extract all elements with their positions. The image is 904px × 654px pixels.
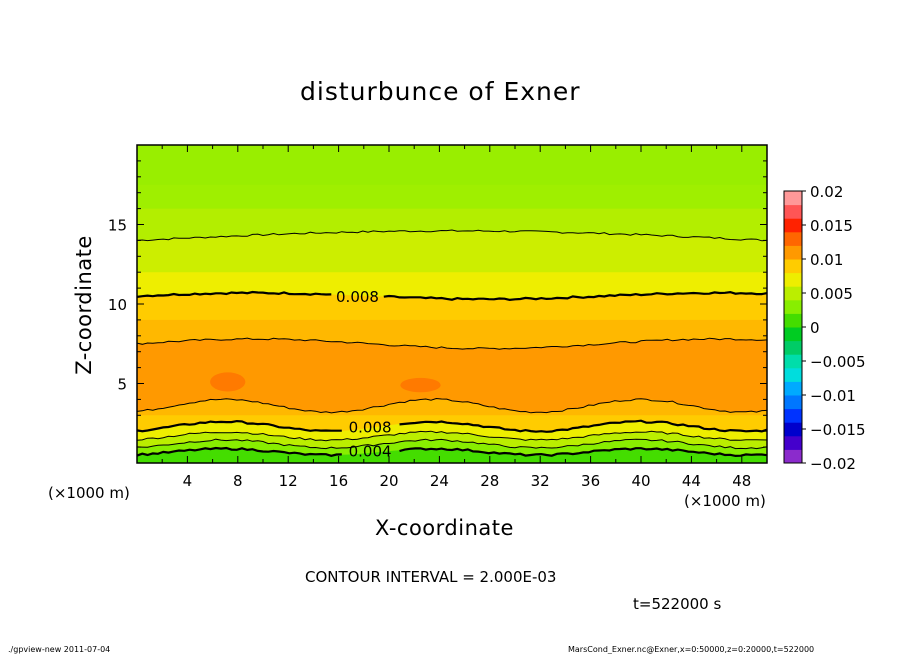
contour-line — [137, 337, 767, 350]
colorbar-swatch — [784, 245, 802, 260]
contour-blob — [400, 377, 441, 393]
x-tick-label: 36 — [581, 472, 600, 490]
colorbar-swatch — [784, 204, 802, 219]
time-text: t=522000 s — [633, 595, 722, 613]
contour-line — [137, 419, 342, 433]
colorbar-tick-label: −0.005 — [810, 353, 866, 371]
colorbar-swatch — [784, 231, 802, 246]
contour-interval-text: CONTOUR INTERVAL = 2.000E-03 — [305, 568, 557, 586]
colorbar-swatch — [784, 340, 802, 355]
chart-title: disturbunce of Exner — [300, 77, 581, 106]
colorbar-swatch — [784, 381, 802, 396]
contour-label: 0.008 — [336, 288, 379, 306]
colorbar-swatch — [784, 395, 802, 410]
x-tick-label: 12 — [279, 472, 298, 490]
colorbar-swatch — [784, 408, 802, 423]
x-tick-label: 48 — [732, 472, 751, 490]
x-tick-label: 4 — [183, 472, 193, 490]
colorbar-swatch — [784, 327, 802, 342]
colorbar-tick-label: 0.015 — [810, 217, 853, 235]
colorbar-swatch — [784, 354, 802, 369]
contour-line — [137, 290, 332, 298]
contour-line — [399, 447, 767, 458]
x-axis-label: X-coordinate — [375, 516, 514, 540]
contour-line — [137, 397, 767, 414]
x-tick-label: 16 — [329, 472, 348, 490]
contour-line — [137, 438, 767, 450]
x-tick-label: 44 — [682, 472, 701, 490]
x-tick-label: 20 — [379, 472, 398, 490]
colorbar-swatch — [784, 218, 802, 233]
x-unit-label: (×1000 m) — [684, 492, 766, 510]
contour-line — [137, 446, 342, 457]
contour-line — [399, 419, 767, 433]
x-tick-label: 8 — [233, 472, 243, 490]
x-tick-label: 40 — [631, 472, 650, 490]
x-tick-label: 28 — [480, 472, 499, 490]
colorbar-swatch — [784, 367, 802, 382]
y-unit-label: (×1000 m) — [48, 484, 130, 502]
colorbar-tick-label: −0.015 — [810, 421, 866, 439]
colorbar-swatch — [784, 422, 802, 437]
y-tick-label: 15 — [108, 217, 127, 235]
filled-band — [137, 448, 767, 463]
footer-right: MarsCond_Exner.nc@Exner,x=0:50000,z=0:20… — [568, 645, 815, 654]
contour-line — [137, 430, 767, 442]
y-tick-label: 5 — [117, 376, 127, 394]
colorbar-swatch — [784, 313, 802, 328]
colorbar-swatch — [784, 435, 802, 450]
contour-label: 0.008 — [349, 418, 392, 436]
colorbar-swatch — [784, 259, 802, 274]
x-tick-label: 24 — [430, 472, 449, 490]
contour-blob — [210, 372, 246, 392]
footer-left: ./gpview-new 2011-07-04 — [8, 645, 111, 654]
colorbar-tick-label: 0.005 — [810, 285, 853, 303]
colorbar-swatch — [784, 272, 802, 287]
y-tick-label: 10 — [108, 296, 127, 314]
colorbar-tick-label: 0.02 — [810, 183, 843, 201]
contour-line — [383, 290, 767, 302]
x-tick-label: 32 — [531, 472, 550, 490]
contour-line — [137, 229, 767, 242]
contour-label: 0.004 — [349, 442, 392, 460]
colorbar-swatch — [784, 299, 802, 314]
colorbar-tick-label: 0 — [810, 319, 820, 337]
colorbar-tick-label: 0.01 — [810, 251, 843, 269]
colorbar-tick-label: −0.01 — [810, 387, 856, 405]
colorbar-swatch — [784, 191, 802, 206]
colorbar-swatch — [784, 449, 802, 464]
y-axis-label: Z-coordinate — [72, 235, 96, 375]
colorbar-swatch — [784, 286, 802, 301]
colorbar-tick-label: −0.02 — [810, 455, 856, 473]
